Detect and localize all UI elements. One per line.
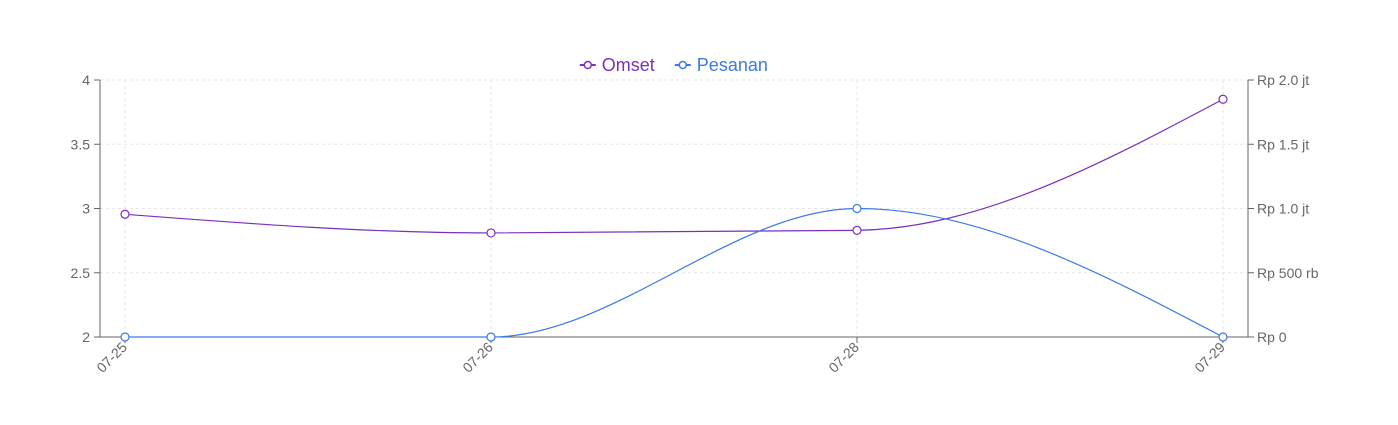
legend-label-omset: Omset bbox=[602, 55, 655, 75]
x-axis-tick-label: 07-26 bbox=[459, 339, 496, 376]
chart-grid bbox=[100, 79, 1248, 338]
data-point-pesanan bbox=[120, 332, 130, 342]
data-point-pesanan bbox=[486, 332, 496, 342]
left-axis-tick-label: 2.5 bbox=[71, 265, 91, 281]
right-axis-tick-label: Rp 1.5 jt bbox=[1257, 136, 1309, 152]
data-point-omset bbox=[120, 209, 130, 219]
x-axis-tick-label: 07-29 bbox=[1191, 339, 1228, 376]
chart-legend: Omset Pesanan bbox=[579, 55, 768, 75]
left-axis-tick-label: 4 bbox=[82, 72, 90, 88]
data-point-omset bbox=[1218, 94, 1228, 104]
right-axis-tick-label: Rp 500 rb bbox=[1257, 265, 1319, 281]
right-axis-tick-label: Rp 1.0 jt bbox=[1257, 201, 1309, 217]
legend-label-pesanan: Pesanan bbox=[697, 55, 768, 75]
left-axis-tick-label: 3 bbox=[82, 201, 90, 217]
x-axis-tick-label: 07-25 bbox=[93, 339, 130, 376]
left-axis-tick-label: 3.5 bbox=[71, 136, 91, 152]
right-axis-tick-label: Rp 0 bbox=[1257, 329, 1287, 345]
legend-marker-omset bbox=[583, 60, 593, 70]
data-point-omset bbox=[852, 225, 862, 235]
left-axis-tick-label: 2 bbox=[82, 329, 90, 345]
data-point-pesanan bbox=[1218, 332, 1228, 342]
data-point-omset bbox=[486, 228, 496, 238]
series-line-omset bbox=[124, 98, 1224, 234]
chart-series bbox=[120, 94, 1228, 342]
legend-marker-pesanan bbox=[678, 60, 688, 70]
x-axis-tick-label: 07-28 bbox=[825, 339, 862, 376]
data-point-pesanan bbox=[852, 203, 862, 214]
series-line-pesanan bbox=[124, 207, 1224, 338]
right-axis-tick-label: Rp 2.0 jt bbox=[1257, 72, 1309, 88]
